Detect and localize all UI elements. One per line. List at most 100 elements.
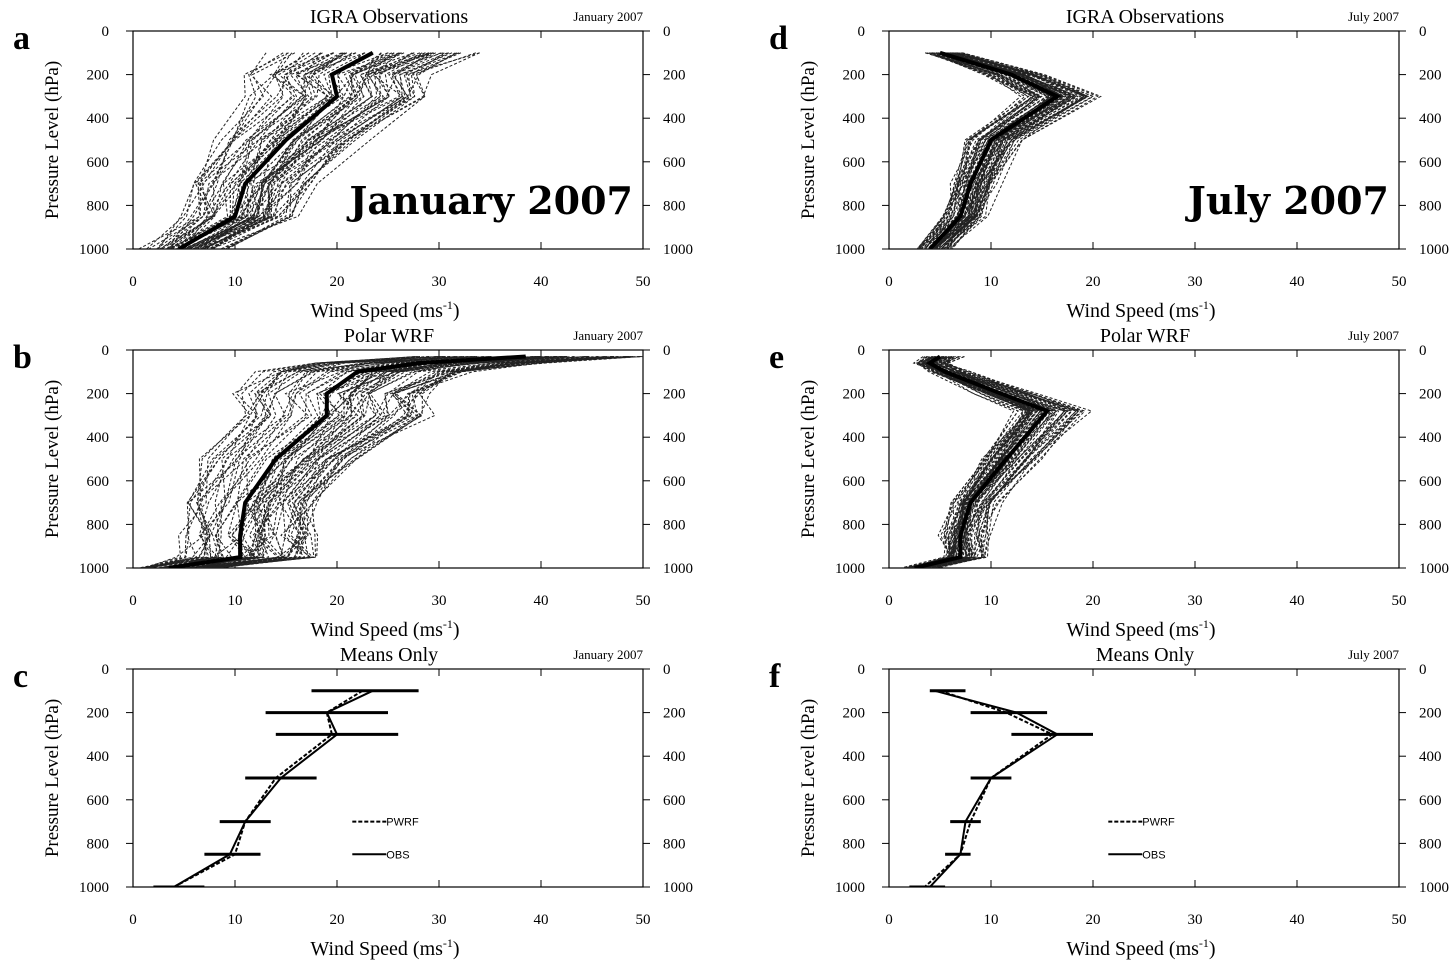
station-profile-line bbox=[922, 356, 1080, 568]
station-profile-line bbox=[146, 52, 284, 249]
x-tick-label: 0 bbox=[885, 274, 893, 290]
station-profile-line bbox=[200, 52, 434, 249]
panel-date: July 2007 bbox=[1348, 9, 1399, 24]
station-profile-line bbox=[209, 356, 634, 568]
station-profile-line bbox=[188, 52, 429, 249]
station-profile-line bbox=[917, 52, 1042, 249]
y-tick-label-right: 400 bbox=[663, 111, 686, 127]
station-profile-line bbox=[921, 356, 1069, 568]
lines-group bbox=[138, 354, 643, 568]
x-tick-label: 0 bbox=[129, 593, 137, 609]
station-profile-line bbox=[169, 52, 334, 249]
mean-profile-line bbox=[928, 50, 1062, 249]
y-tick-label-right: 400 bbox=[1419, 430, 1442, 446]
overlay-backdrop bbox=[1198, 180, 1391, 227]
y-tick-label-right: 200 bbox=[663, 387, 686, 403]
y-tick-label-right: 200 bbox=[663, 68, 686, 84]
y-tick-label: 400 bbox=[87, 111, 110, 127]
station-profile-line bbox=[944, 52, 1085, 249]
y-tick-label: 200 bbox=[87, 706, 110, 722]
x-tick-label: 50 bbox=[1392, 593, 1407, 609]
y-tick-label: 200 bbox=[843, 706, 866, 722]
station-profile-line bbox=[198, 356, 605, 568]
legend-label-obs: OBS bbox=[1142, 849, 1165, 861]
x-tick-label: 20 bbox=[1086, 593, 1101, 609]
y-tick-label-right: 800 bbox=[663, 198, 686, 214]
station-profile-line bbox=[912, 356, 1051, 568]
panel-letter: e bbox=[769, 339, 784, 376]
legend-label-obs: OBS bbox=[386, 849, 409, 861]
y-tick-label-right: 1000 bbox=[1419, 242, 1449, 258]
station-profile-line bbox=[940, 52, 1088, 249]
plot-frame bbox=[132, 349, 644, 569]
panel-date: January 2007 bbox=[573, 9, 643, 24]
x-tick-label: 50 bbox=[1392, 912, 1407, 928]
station-profile-line bbox=[202, 52, 437, 249]
plot-frame bbox=[132, 30, 644, 250]
station-profile-line bbox=[166, 52, 288, 249]
station-profile-line bbox=[932, 52, 1063, 249]
station-profile-line bbox=[156, 52, 323, 249]
panel-title: Means Only bbox=[340, 644, 438, 666]
station-profile-line bbox=[933, 52, 1065, 249]
x-tick-label: 0 bbox=[129, 912, 137, 928]
series-line-pwrf bbox=[924, 689, 1055, 887]
station-profile-line bbox=[925, 356, 1073, 568]
y-tick-label: 800 bbox=[843, 198, 866, 214]
station-profile-line bbox=[198, 356, 575, 568]
panel-date: July 2007 bbox=[1348, 647, 1399, 662]
station-profile-line bbox=[186, 52, 405, 249]
y-tick-label-right: 0 bbox=[1419, 662, 1427, 678]
x-tick-label: 50 bbox=[1392, 274, 1407, 290]
station-profile-line bbox=[175, 52, 334, 249]
mean-profile-line bbox=[914, 354, 1051, 568]
y-tick-label: 1000 bbox=[79, 242, 109, 258]
y-tick-label: 800 bbox=[843, 517, 866, 533]
y-tick-label-right: 200 bbox=[663, 706, 686, 722]
y-tick-label-right: 200 bbox=[1419, 706, 1442, 722]
station-profile-line bbox=[179, 52, 389, 249]
x-tick-label: 10 bbox=[984, 593, 999, 609]
station-profile-line bbox=[159, 52, 334, 249]
panel-b: 0 10 20 30 40 50 0 0 200 200 400 400 600 600 800 800 100… bbox=[13, 325, 693, 641]
station-profile-line bbox=[913, 356, 1015, 568]
x-axis-label: Wind Speed (ms-1) bbox=[1066, 936, 1215, 960]
station-profile-line bbox=[940, 52, 1090, 249]
station-profile-line bbox=[912, 356, 1033, 568]
y-tick-label-right: 1000 bbox=[663, 561, 693, 577]
station-profile-line bbox=[211, 52, 413, 249]
overlay-backdrop bbox=[381, 180, 635, 227]
station-profile-line bbox=[218, 356, 631, 568]
station-profile-line bbox=[921, 356, 1069, 568]
station-profile-line bbox=[184, 356, 599, 568]
station-profile-line bbox=[928, 356, 1068, 568]
y-tick-label-right: 0 bbox=[663, 24, 671, 40]
panel-date: January 2007 bbox=[573, 328, 643, 343]
mean-profile-line bbox=[177, 51, 374, 249]
station-profile-line bbox=[167, 52, 310, 249]
y-tick-label-right: 0 bbox=[663, 662, 671, 678]
panel-title: IGRA Observations bbox=[310, 6, 469, 28]
y-tick-label: 800 bbox=[87, 836, 110, 852]
mean-profile-line bbox=[168, 354, 526, 568]
x-tick-label: 20 bbox=[1086, 912, 1101, 928]
x-tick-label: 50 bbox=[636, 912, 651, 928]
station-profile-line bbox=[171, 356, 539, 568]
plot-frame bbox=[888, 349, 1400, 569]
y-tick-label-right: 1000 bbox=[663, 242, 693, 258]
x-tick-label: 50 bbox=[636, 274, 651, 290]
station-profile-line bbox=[160, 52, 316, 249]
lines-group bbox=[138, 51, 480, 249]
x-tick-label: 40 bbox=[534, 593, 549, 609]
station-profile-line bbox=[172, 356, 489, 568]
station-profile-line bbox=[208, 356, 627, 568]
y-tick-label: 600 bbox=[87, 155, 110, 171]
y-tick-label-right: 200 bbox=[1419, 387, 1442, 403]
x-tick-label: 0 bbox=[129, 274, 137, 290]
x-axis-label: Wind Speed (ms-1) bbox=[310, 936, 459, 960]
y-tick-label-right: 600 bbox=[1419, 155, 1442, 171]
x-tick-label: 10 bbox=[984, 274, 999, 290]
station-profile-line bbox=[200, 52, 382, 249]
station-profile-line bbox=[156, 52, 296, 249]
station-profile-line bbox=[201, 356, 614, 568]
